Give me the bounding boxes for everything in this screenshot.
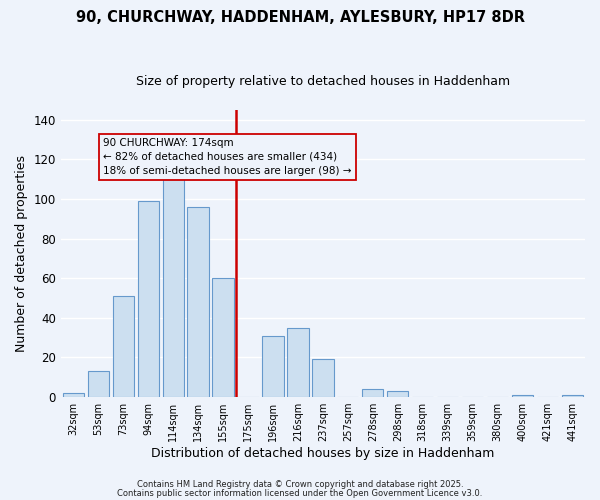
Bar [137,201,159,397]
Bar [163,164,184,397]
Bar [287,328,308,397]
Bar [212,278,233,397]
Bar [88,372,109,397]
Bar [512,395,533,397]
Title: Size of property relative to detached houses in Haddenham: Size of property relative to detached ho… [136,75,510,88]
Bar [113,296,134,397]
Bar [312,360,334,397]
Text: Contains HM Land Registry data © Crown copyright and database right 2025.: Contains HM Land Registry data © Crown c… [137,480,463,489]
Y-axis label: Number of detached properties: Number of detached properties [15,155,28,352]
Bar [262,336,284,397]
X-axis label: Distribution of detached houses by size in Haddenham: Distribution of detached houses by size … [151,447,494,460]
Bar [562,395,583,397]
Bar [362,389,383,397]
Text: Contains public sector information licensed under the Open Government Licence v3: Contains public sector information licen… [118,488,482,498]
Bar [62,393,84,397]
Bar [387,391,409,397]
Text: 90, CHURCHWAY, HADDENHAM, AYLESBURY, HP17 8DR: 90, CHURCHWAY, HADDENHAM, AYLESBURY, HP1… [76,10,524,25]
Text: 90 CHURCHWAY: 174sqm
← 82% of detached houses are smaller (434)
18% of semi-deta: 90 CHURCHWAY: 174sqm ← 82% of detached h… [103,138,352,175]
Bar [187,207,209,397]
